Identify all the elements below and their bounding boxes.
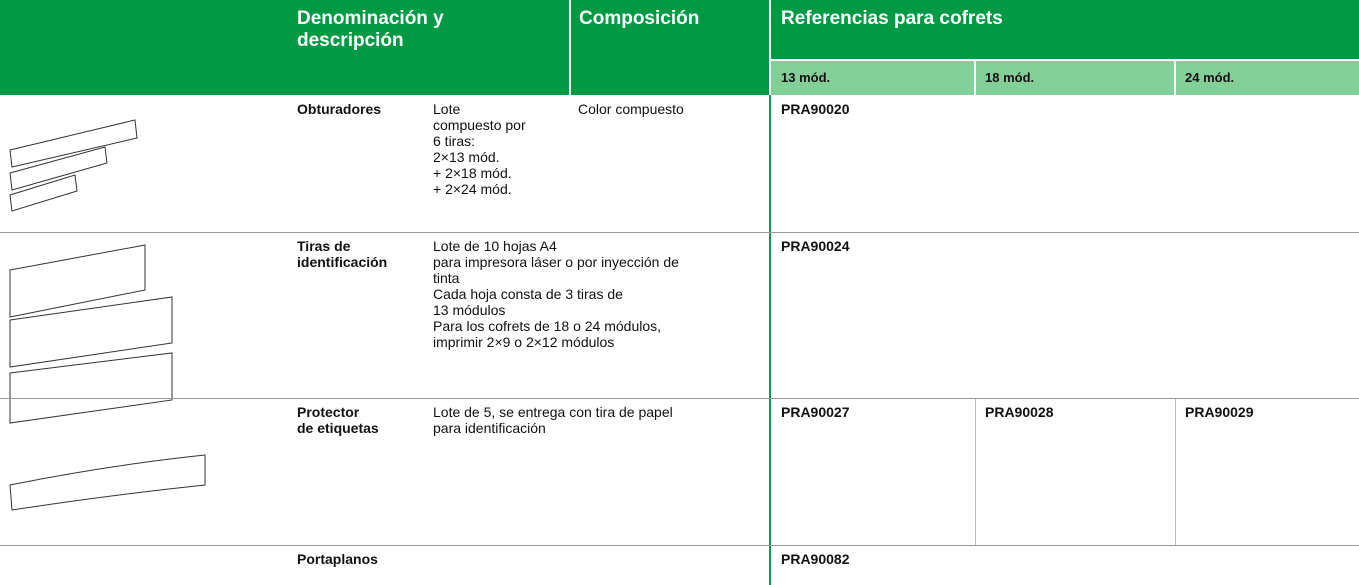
row-divider	[0, 545, 1359, 546]
item-name: Portaplanos	[297, 551, 378, 567]
label-protector	[9, 454, 206, 511]
row-divider	[0, 232, 1359, 233]
description-line: 13 módulos	[433, 302, 506, 318]
size-header: 13 mód.	[781, 70, 831, 85]
item-name: de etiquetas	[297, 420, 379, 436]
green-rule	[769, 95, 771, 585]
sheet-strip	[9, 296, 173, 368]
divider	[769, 0, 771, 95]
item-name: Tiras de	[297, 238, 351, 254]
item-name: identificación	[297, 254, 388, 270]
divider	[1175, 398, 1176, 545]
strip	[9, 119, 138, 168]
composition: Color compuesto	[578, 101, 684, 117]
reference: PRA90028	[985, 404, 1054, 420]
description-line: + 2×24 mód.	[433, 181, 512, 197]
reference: PRA90020	[781, 101, 850, 117]
divider	[974, 60, 976, 95]
item-name: Obturadores	[297, 101, 382, 117]
reference: PRA90024	[781, 238, 850, 254]
description-line: compuesto por	[433, 117, 526, 133]
divider	[975, 398, 976, 545]
description-line: para impresora láser o por inyección de	[433, 254, 679, 270]
description-line: Lote	[433, 101, 461, 117]
illustrations	[9, 119, 206, 511]
strip	[9, 146, 108, 191]
reference: PRA90029	[1185, 404, 1254, 420]
sheet-strip	[9, 352, 173, 424]
header-denominacion: Denominación y descripción	[297, 8, 444, 51]
row-divider	[0, 398, 1359, 399]
divider	[771, 59, 1359, 61]
header-referencias: Referencias para cofrets	[781, 8, 1003, 29]
reference: PRA90082	[781, 551, 850, 567]
description-line: tinta	[433, 270, 460, 286]
description-line: + 2×18 mód.	[433, 165, 512, 181]
divider	[569, 0, 571, 95]
reference: PRA90027	[781, 404, 850, 420]
sheet-strip	[9, 244, 146, 318]
divider	[1174, 60, 1176, 95]
size-header: 18 mód.	[985, 70, 1035, 85]
size-header: 24 mód.	[1185, 70, 1235, 85]
description-line: Lote de 10 hojas A4	[433, 238, 557, 254]
subheader-band	[770, 60, 1359, 95]
item-name: Protector	[297, 404, 360, 420]
strip	[9, 174, 78, 212]
description-line: Para los cofrets de 18 o 24 módulos,	[433, 318, 662, 334]
description-line: para identificación	[433, 420, 546, 436]
header-composicion: Composición	[579, 8, 700, 29]
description-line: Lote de 5, se entrega con tira de papel	[433, 404, 673, 420]
description-line: imprimir 2×9 o 2×12 módulos	[433, 334, 615, 350]
description-line: 6 tiras:	[433, 133, 476, 149]
description-line: 2×13 mód.	[433, 149, 500, 165]
description-line: Cada hoja consta de 3 tiras de	[433, 286, 623, 302]
